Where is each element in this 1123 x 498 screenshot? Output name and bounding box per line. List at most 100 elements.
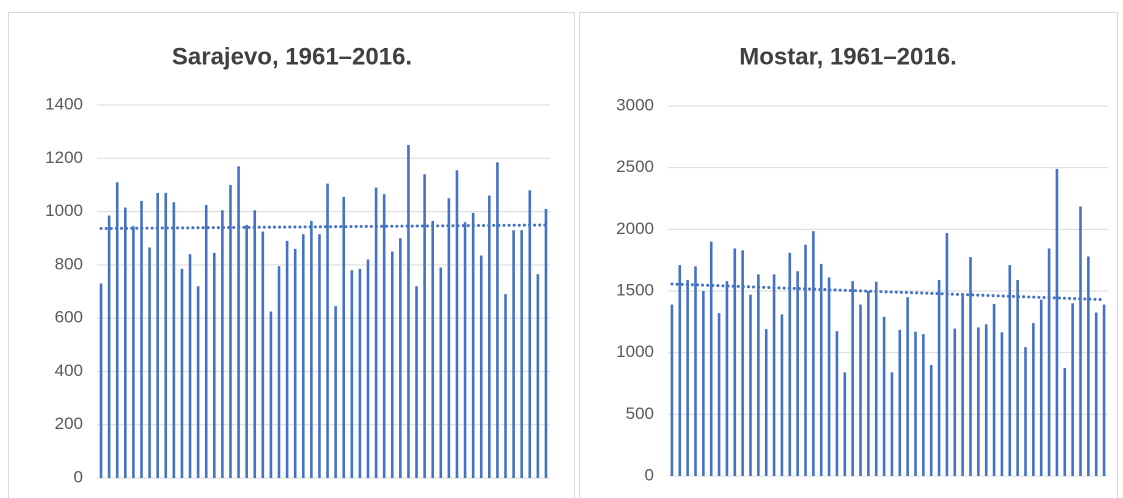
bar bbox=[1047, 248, 1051, 476]
bar bbox=[132, 226, 135, 478]
bar bbox=[1039, 299, 1043, 476]
bar bbox=[890, 372, 894, 476]
bar bbox=[204, 204, 208, 479]
bar bbox=[851, 281, 854, 476]
bar bbox=[945, 233, 949, 476]
bar bbox=[764, 329, 768, 476]
bar bbox=[1055, 168, 1059, 476]
bar bbox=[1071, 303, 1074, 476]
bar bbox=[520, 230, 523, 478]
bar bbox=[115, 182, 119, 478]
bar bbox=[812, 231, 815, 476]
chart-title: Mostar, 1961–2016. bbox=[739, 43, 957, 70]
bar bbox=[237, 166, 240, 478]
bar bbox=[749, 294, 752, 476]
bar bbox=[318, 234, 321, 478]
bar bbox=[245, 224, 248, 478]
bar bbox=[961, 293, 964, 476]
bar bbox=[479, 255, 483, 478]
bar bbox=[702, 291, 705, 476]
bar bbox=[757, 274, 760, 476]
bar bbox=[293, 248, 297, 478]
y-tick-label: 0 bbox=[645, 465, 654, 484]
bar bbox=[686, 279, 689, 476]
bar bbox=[898, 329, 902, 476]
bar bbox=[709, 241, 713, 476]
y-tick-label: 1000 bbox=[45, 201, 83, 220]
bar bbox=[819, 263, 823, 476]
y-tick-label: 500 bbox=[626, 404, 654, 423]
bar bbox=[835, 331, 839, 476]
trendline bbox=[99, 223, 548, 231]
bar bbox=[882, 316, 886, 476]
bar bbox=[455, 170, 459, 478]
bar bbox=[390, 251, 394, 478]
bar bbox=[788, 252, 792, 476]
bar bbox=[188, 254, 192, 478]
bar bbox=[261, 231, 265, 478]
bar bbox=[253, 210, 257, 478]
y-tick-label: 3000 bbox=[616, 95, 654, 114]
bar bbox=[366, 259, 370, 478]
y-tick-label: 2500 bbox=[616, 157, 654, 176]
bar bbox=[725, 281, 729, 476]
bar bbox=[140, 200, 143, 478]
bar bbox=[937, 279, 941, 476]
bar bbox=[99, 283, 103, 478]
bar bbox=[310, 220, 313, 478]
bar bbox=[156, 192, 159, 478]
bar bbox=[796, 271, 799, 476]
bar bbox=[804, 244, 807, 476]
bar bbox=[180, 268, 184, 478]
bar bbox=[1094, 312, 1098, 476]
bar bbox=[107, 215, 111, 478]
bar bbox=[992, 303, 996, 476]
bar bbox=[929, 365, 933, 476]
bar bbox=[358, 268, 362, 478]
bar bbox=[301, 234, 305, 478]
bar bbox=[471, 212, 475, 478]
bar bbox=[382, 194, 386, 478]
bar bbox=[867, 291, 870, 476]
bar bbox=[843, 372, 847, 476]
bar bbox=[196, 286, 200, 478]
bar bbox=[342, 196, 346, 479]
bar bbox=[984, 324, 988, 476]
bar bbox=[407, 144, 410, 478]
bar bbox=[415, 286, 418, 478]
bar bbox=[463, 222, 467, 478]
bar bbox=[512, 230, 515, 478]
bar bbox=[399, 238, 402, 478]
bar bbox=[536, 274, 540, 478]
bar bbox=[914, 331, 917, 476]
bar bbox=[164, 192, 168, 478]
bar bbox=[1024, 347, 1027, 476]
y-tick-label: 1000 bbox=[616, 342, 654, 361]
bar bbox=[350, 270, 354, 478]
bar bbox=[229, 184, 232, 478]
bar bbox=[772, 274, 776, 476]
bar bbox=[447, 198, 451, 478]
y-tick-label: 2000 bbox=[616, 219, 654, 238]
bar bbox=[172, 202, 176, 478]
bar bbox=[874, 281, 878, 476]
bar bbox=[1008, 265, 1012, 476]
bar bbox=[1016, 279, 1019, 476]
bar bbox=[953, 328, 957, 476]
y-tick-label: 400 bbox=[55, 361, 83, 380]
panel-border bbox=[579, 12, 1118, 498]
bar bbox=[780, 314, 784, 476]
bar bbox=[496, 162, 499, 478]
bar bbox=[678, 265, 682, 476]
bar bbox=[741, 250, 744, 476]
bar bbox=[1079, 206, 1082, 476]
y-tick-label: 1500 bbox=[616, 280, 654, 299]
bar bbox=[431, 220, 435, 478]
bar bbox=[1063, 368, 1067, 476]
bar bbox=[285, 240, 289, 478]
chart-title: Sarajevo, 1961–2016. bbox=[172, 43, 412, 70]
bar bbox=[544, 208, 548, 478]
bar bbox=[827, 277, 831, 476]
y-tick-label: 800 bbox=[55, 254, 83, 273]
bar bbox=[488, 195, 491, 479]
